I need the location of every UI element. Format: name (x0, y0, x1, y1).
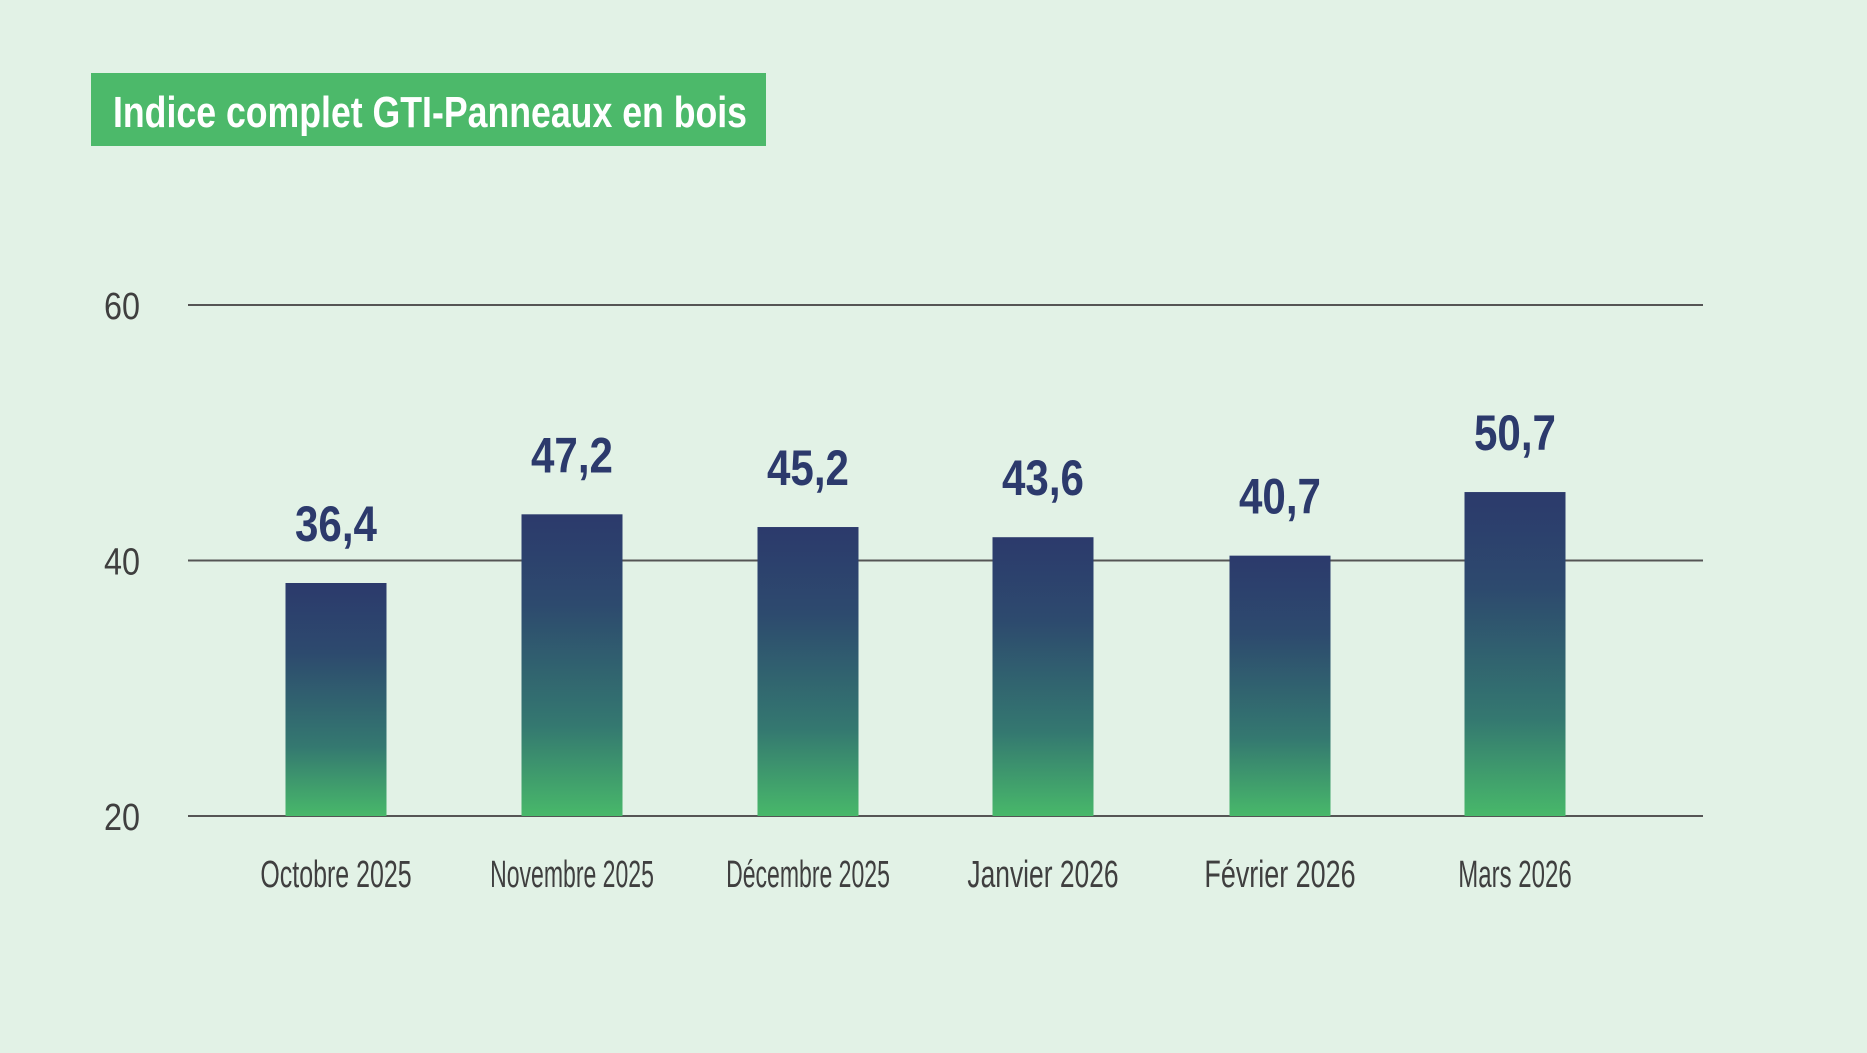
category-label: Janvier 2026 (967, 854, 1118, 896)
y-tick-label: 20 (104, 797, 140, 839)
category-label: Novembre 2025 (490, 854, 654, 896)
bar (1464, 492, 1566, 816)
category-label: Mars 2026 (1458, 854, 1571, 896)
bar (1229, 555, 1331, 816)
bar (521, 514, 623, 816)
value-label: 50,7 (1474, 405, 1556, 461)
title-box (91, 73, 766, 146)
bar (992, 537, 1094, 816)
category-label: Octobre 2025 (260, 854, 411, 896)
value-label: 36,4 (295, 496, 377, 552)
bar (285, 583, 387, 816)
bar (757, 527, 859, 816)
y-tick-label: 40 (104, 542, 140, 584)
chart-title: Indice complet GTI-Panneaux en bois (113, 88, 747, 137)
category-label: Février 2026 (1204, 854, 1355, 896)
value-label: 45,2 (767, 440, 849, 496)
value-label: 47,2 (531, 427, 613, 483)
y-tick-label: 60 (104, 286, 140, 328)
value-label: 43,6 (1002, 450, 1084, 506)
value-label: 40,7 (1239, 469, 1321, 525)
category-label: Décembre 2025 (726, 854, 890, 896)
